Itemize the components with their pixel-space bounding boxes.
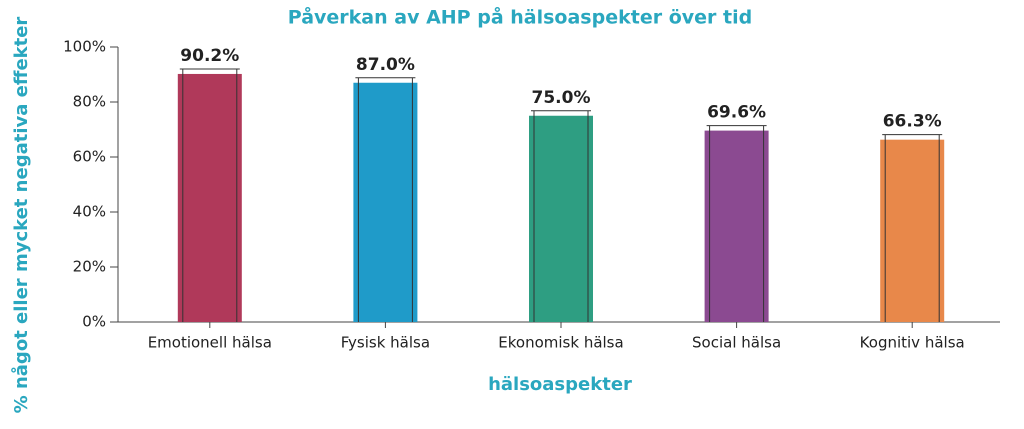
value-label: 87.0% [356, 55, 415, 75]
value-label: 66.3% [883, 112, 942, 132]
y-tick-label: 100% [63, 38, 106, 56]
y-tick-label: 20% [73, 258, 106, 276]
bar [177, 73, 242, 322]
bar [353, 82, 418, 322]
value-label: 75.0% [532, 88, 591, 108]
y-tick-label: 80% [73, 93, 106, 111]
bar [529, 115, 593, 322]
x-tick-label: Emotionell hälsa [148, 334, 272, 352]
x-tick-label: Ekonomisk hälsa [498, 334, 623, 352]
y-axis-title: % något eller mycket negativa effekter [10, 17, 32, 414]
bar [704, 130, 769, 322]
x-tick-label: Social hälsa [692, 334, 781, 352]
y-tick-label: 0% [82, 313, 106, 331]
y-tick-label: 60% [73, 148, 106, 166]
value-label: 69.6% [707, 103, 766, 123]
chart-title: Påverkan av AHP på hälsoaspekter över ti… [288, 5, 752, 29]
value-label: 90.2% [180, 46, 239, 66]
x-tick-label: Kognitiv hälsa [860, 334, 965, 352]
y-tick-label: 40% [73, 203, 106, 221]
bar [880, 139, 945, 322]
x-tick-label: Fysisk hälsa [341, 334, 430, 352]
x-axis-title: hälsoaspekter [488, 374, 632, 395]
